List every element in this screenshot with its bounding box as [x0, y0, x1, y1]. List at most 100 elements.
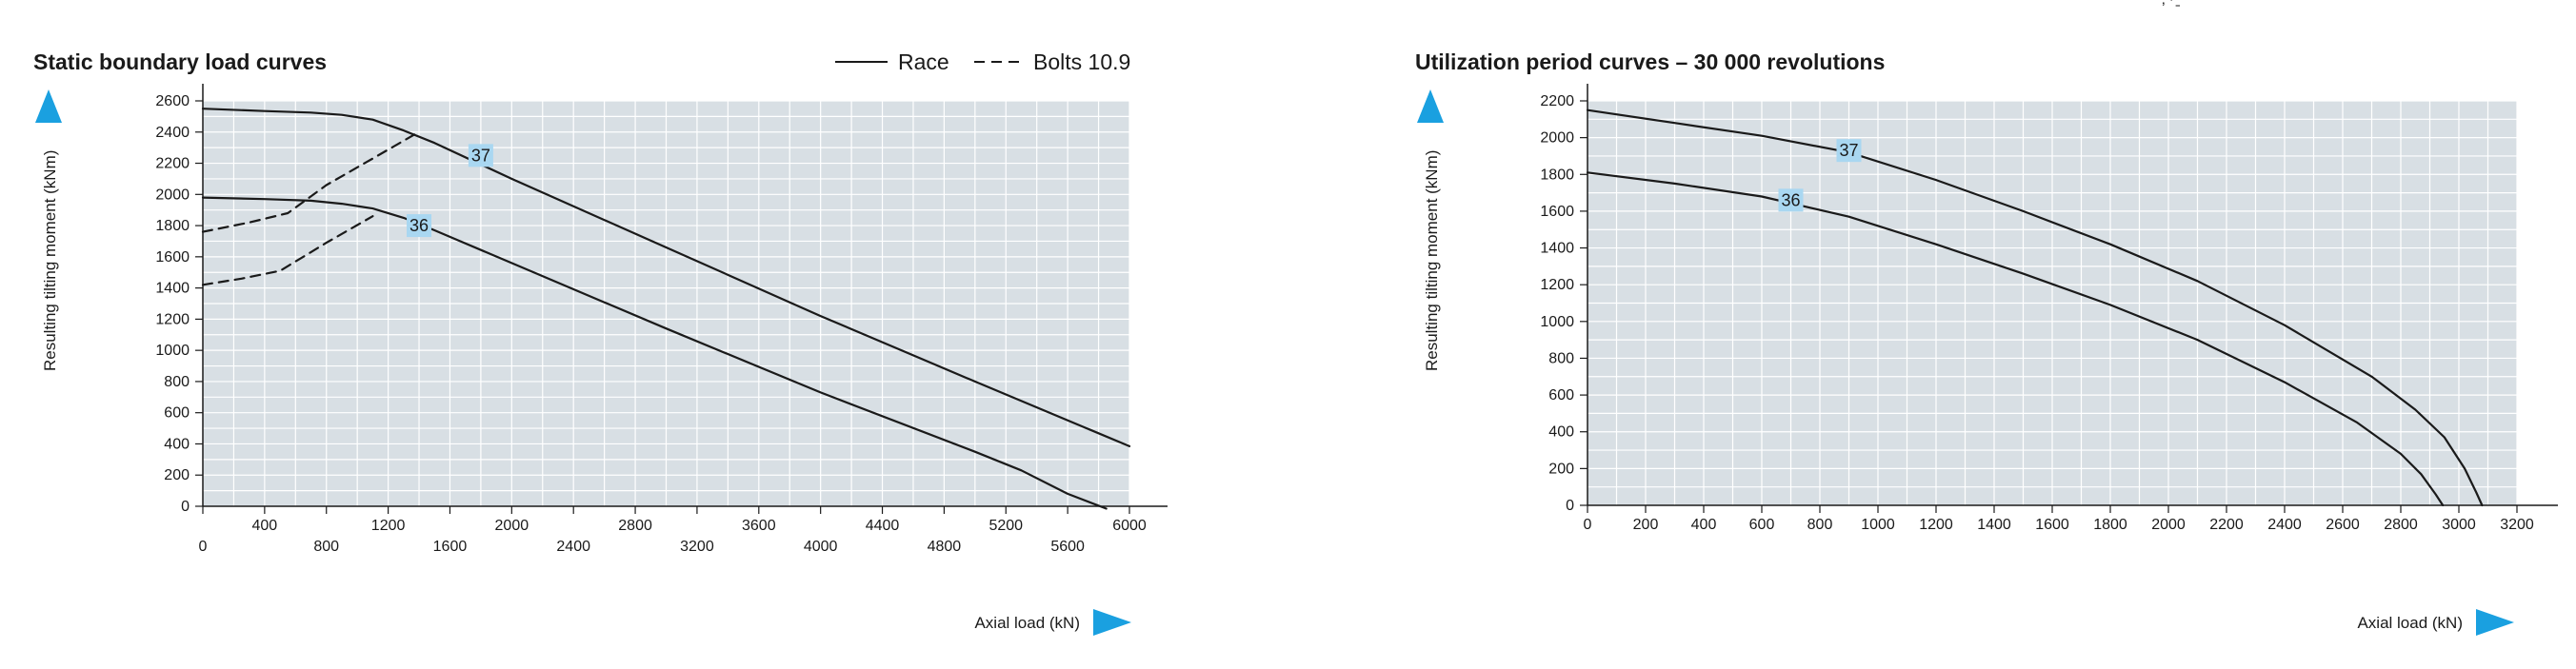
- curve-label-box: [407, 214, 432, 238]
- curve-labels: 37 36: [407, 144, 493, 238]
- y-tick-label: 200: [164, 467, 190, 483]
- curve-label-box: [1778, 188, 1804, 212]
- static-load-chart: Static boundary load curves Race Bolts 1…: [33, 49, 1168, 636]
- x-tick-label: 200: [1633, 517, 1659, 533]
- x-tick-label: 2800: [618, 518, 652, 534]
- x-tick-label: 2000: [2151, 517, 2186, 533]
- x-tick-label: 6000: [1112, 518, 1147, 534]
- y-tick-label: 600: [1548, 387, 1574, 403]
- y-tick-label: 2600: [155, 93, 190, 109]
- x-tick-label: 5200: [988, 518, 1023, 534]
- x-tick-label: 1000: [1861, 517, 1895, 533]
- series-layer: [201, 108, 1131, 510]
- curve-label-36: 36: [1781, 190, 1800, 209]
- chart-title: Utilization period curves – 30 000 revol…: [1415, 49, 1885, 74]
- series-line-curve-37: [1586, 108, 2484, 507]
- y-tick-label: 2200: [1540, 93, 1574, 109]
- curve-label-box: [468, 144, 493, 167]
- series-line-bolts-3: [201, 215, 374, 286]
- x-axis-arrow-icon: [2476, 609, 2514, 636]
- x-tick-label: 2600: [2326, 517, 2360, 533]
- x-tick-label: 0: [199, 539, 208, 555]
- y-tick-label: 800: [1548, 350, 1574, 366]
- x-tick-label: 2200: [2209, 517, 2244, 533]
- x-tick-label: 1200: [371, 518, 406, 534]
- x-tick-label: 1600: [2035, 517, 2069, 533]
- x-axis-arrow-icon: [1093, 609, 1131, 636]
- legend-race-label: Race: [898, 49, 949, 74]
- curve-label-37: 37: [471, 146, 490, 165]
- x-tick-label: 0: [1584, 517, 1592, 533]
- grid: [1588, 100, 2518, 505]
- x-tick-label: 800: [1807, 517, 1833, 533]
- x-tick-label: 1400: [1977, 517, 2011, 533]
- axes: [202, 84, 1168, 507]
- x-tick-label: 800: [313, 539, 339, 555]
- series-line-curve-37: [201, 108, 1131, 447]
- y-tick-label: 1800: [1540, 167, 1574, 183]
- x-tick-label: 3000: [2442, 517, 2476, 533]
- y-tick-label: 1000: [1540, 314, 1574, 330]
- x-tick-label: 2000: [495, 518, 529, 534]
- y-tick-label: 1400: [155, 281, 190, 297]
- x-tick-label: 600: [1749, 517, 1775, 533]
- x-tick-label: 4000: [804, 539, 838, 555]
- x-tick-label: 1600: [433, 539, 468, 555]
- series-line-curve-36: [1586, 171, 2445, 507]
- tick-labels: 0 200 400 600 800 1000 1200 1400 1600 1800 2000 220…: [1540, 93, 2533, 533]
- chart-title: Static boundary load curves: [33, 49, 327, 74]
- legend-bolts-label: Bolts 10.9: [1033, 49, 1130, 74]
- y-tick-label: 400: [1548, 424, 1574, 441]
- x-axis-label: Axial load (kN): [2357, 614, 2463, 632]
- x-axis-label: Axial load (kN): [974, 614, 1080, 632]
- y-tick-label: 1400: [1540, 241, 1574, 257]
- y-tick-label: 1200: [1540, 277, 1574, 293]
- x-tick-label: 3600: [742, 518, 776, 534]
- y-tick-label: 2000: [155, 187, 190, 203]
- y-axis-label: Resulting tilting moment (kNm): [41, 150, 59, 371]
- y-tick-label: 800: [164, 374, 190, 390]
- y-tick-label: 200: [1548, 461, 1574, 477]
- x-tick-label: 400: [252, 518, 278, 534]
- y-axis-arrow-icon: [35, 89, 62, 123]
- y-tick-label: 2200: [155, 156, 190, 172]
- x-tick-label: 2400: [2267, 517, 2302, 533]
- x-tick-label: 2400: [556, 539, 590, 555]
- x-tick-label: 4800: [928, 539, 962, 555]
- y-axis-label: Resulting tilting moment (kNm): [1423, 150, 1441, 371]
- tick-labels: 0400800120016002000240028003200360040004…: [155, 93, 1146, 555]
- y-tick-label: 1800: [155, 218, 190, 234]
- y-tick-label: 400: [164, 436, 190, 452]
- header-fragment: ‚ ∙ ̱̱: [2162, 0, 2181, 8]
- x-tick-label: 2800: [2384, 517, 2418, 533]
- x-tick-label: 3200: [680, 539, 714, 555]
- x-tick-label: 5600: [1050, 539, 1085, 555]
- curve-label-box: [1836, 139, 1862, 163]
- y-tick-label: 600: [164, 405, 190, 422]
- y-tick-label: 1600: [155, 249, 190, 266]
- y-tick-label: 1000: [155, 343, 190, 359]
- y-tick-label: 2000: [1540, 130, 1574, 147]
- series-line-curve-36: [201, 196, 1108, 510]
- x-tick-label: 400: [1691, 517, 1717, 533]
- x-tick-label: 1200: [1919, 517, 1953, 533]
- series-line-bolts-2: [201, 132, 417, 233]
- grid: [203, 100, 1130, 506]
- y-axis-arrow-icon: [1417, 89, 1444, 123]
- y-tick-label: 2400: [155, 125, 190, 141]
- x-tick-label: 4400: [866, 518, 900, 534]
- y-tick-label: 1200: [155, 311, 190, 327]
- curve-label-36: 36: [409, 216, 429, 235]
- curve-label-37: 37: [1839, 141, 1858, 160]
- legend: Race Bolts 10.9: [835, 49, 1130, 74]
- curve-labels: 37 36: [1778, 139, 1862, 212]
- utilization-chart: Utilization period curves – 30 000 revol…: [1415, 49, 2558, 636]
- series-layer: [1586, 108, 2484, 507]
- x-tick-label: 1800: [2093, 517, 2127, 533]
- y-tick-label: 0: [1566, 498, 1574, 514]
- y-tick-label: 1600: [1540, 204, 1574, 220]
- y-tick-label: 0: [181, 499, 190, 515]
- x-tick-label: 3200: [2500, 517, 2534, 533]
- axes: [1587, 84, 2558, 506]
